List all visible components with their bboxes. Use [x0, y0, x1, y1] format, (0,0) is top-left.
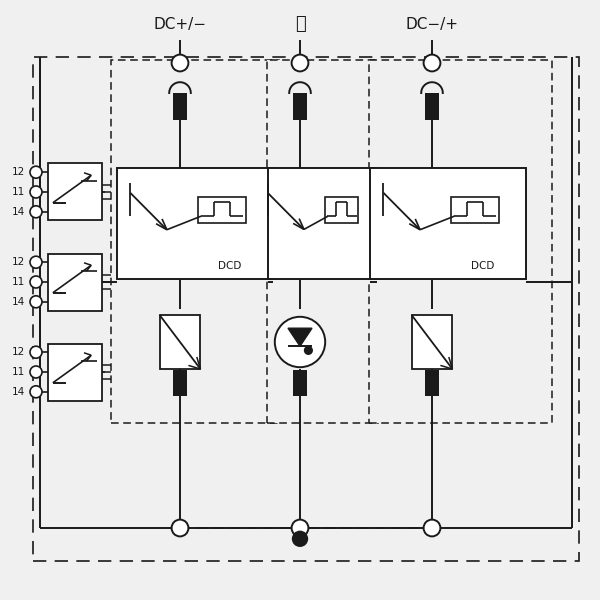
Bar	[425, 93, 439, 120]
Circle shape	[275, 317, 325, 367]
Circle shape	[172, 55, 188, 71]
Bar	[48, 253, 102, 311]
Bar	[293, 370, 307, 396]
Bar	[412, 315, 452, 369]
Text: DCD: DCD	[471, 260, 494, 271]
Circle shape	[30, 206, 42, 218]
Polygon shape	[288, 328, 312, 346]
Text: 12: 12	[11, 257, 25, 267]
Circle shape	[30, 346, 42, 358]
Circle shape	[30, 166, 42, 178]
Circle shape	[305, 347, 312, 354]
Circle shape	[172, 520, 188, 536]
Circle shape	[424, 520, 440, 536]
Circle shape	[424, 55, 440, 71]
Text: 14: 14	[11, 297, 25, 307]
Text: 12: 12	[11, 347, 25, 357]
Bar	[325, 197, 358, 223]
Circle shape	[30, 276, 42, 288]
Text: 11: 11	[11, 277, 25, 287]
Circle shape	[30, 366, 42, 378]
Bar	[173, 370, 187, 396]
Bar	[198, 197, 246, 223]
Bar	[451, 197, 499, 223]
Text: 11: 11	[11, 367, 25, 377]
Bar	[268, 168, 377, 279]
Circle shape	[292, 520, 308, 536]
Text: DC−/+: DC−/+	[406, 16, 458, 31]
Bar	[160, 315, 200, 369]
Bar	[48, 163, 102, 220]
Circle shape	[30, 256, 42, 268]
Bar	[370, 168, 526, 279]
Bar	[117, 168, 273, 279]
Text: DC+/−: DC+/−	[154, 16, 206, 31]
Text: 14: 14	[11, 207, 25, 217]
Text: 12: 12	[11, 167, 25, 177]
Text: 14: 14	[11, 387, 25, 397]
Bar	[293, 93, 307, 120]
Circle shape	[293, 532, 307, 546]
Circle shape	[30, 186, 42, 198]
Text: DCD: DCD	[218, 260, 241, 271]
Bar	[33, 57, 579, 561]
Bar	[48, 343, 102, 401]
Bar	[369, 60, 552, 423]
Bar	[173, 93, 187, 120]
Circle shape	[292, 55, 308, 71]
Bar	[267, 60, 378, 423]
Text: 11: 11	[11, 187, 25, 197]
Text: ⏚: ⏚	[295, 15, 305, 33]
Bar	[425, 370, 439, 396]
Circle shape	[30, 296, 42, 308]
Circle shape	[30, 386, 42, 398]
Bar	[111, 60, 279, 423]
